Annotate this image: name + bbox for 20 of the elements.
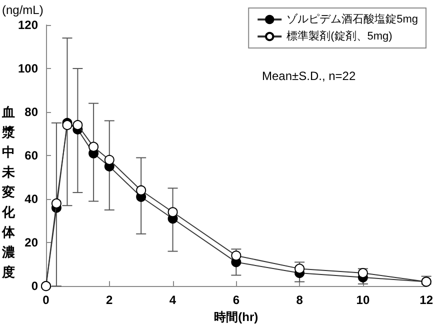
annotation: Mean±S.D., n=22 [262,69,356,83]
y-tick-label: 40 [24,192,38,206]
y-tick-label: 80 [24,105,38,120]
legend-label: ゾルピデム酒石酸塩錠5mg [286,12,418,26]
x-tick-label: 2 [106,293,114,308]
x-tick-label: 8 [296,293,304,308]
y-tick-label: 60 [24,148,38,163]
y-tick-label: 20 [24,236,38,250]
y-tick-label: 0 [31,279,38,294]
x-tick-label: 6 [232,293,240,308]
text: 血漿中未変化体濃度 [2,104,15,280]
x-axis-title: 時間(hr) [214,310,258,324]
x-tick-label: 12 [420,293,434,308]
y-tick-label: 120 [18,18,38,32]
legend-label: 標準製剤(錠剤、5mg) [286,30,392,42]
text: (ng/mL) [2,3,44,17]
x-tick-label: 0 [42,293,50,308]
x-tick-label: 10 [356,293,370,308]
x-tick-label: 4 [169,293,176,308]
y-tick-label: 100 [18,62,38,76]
